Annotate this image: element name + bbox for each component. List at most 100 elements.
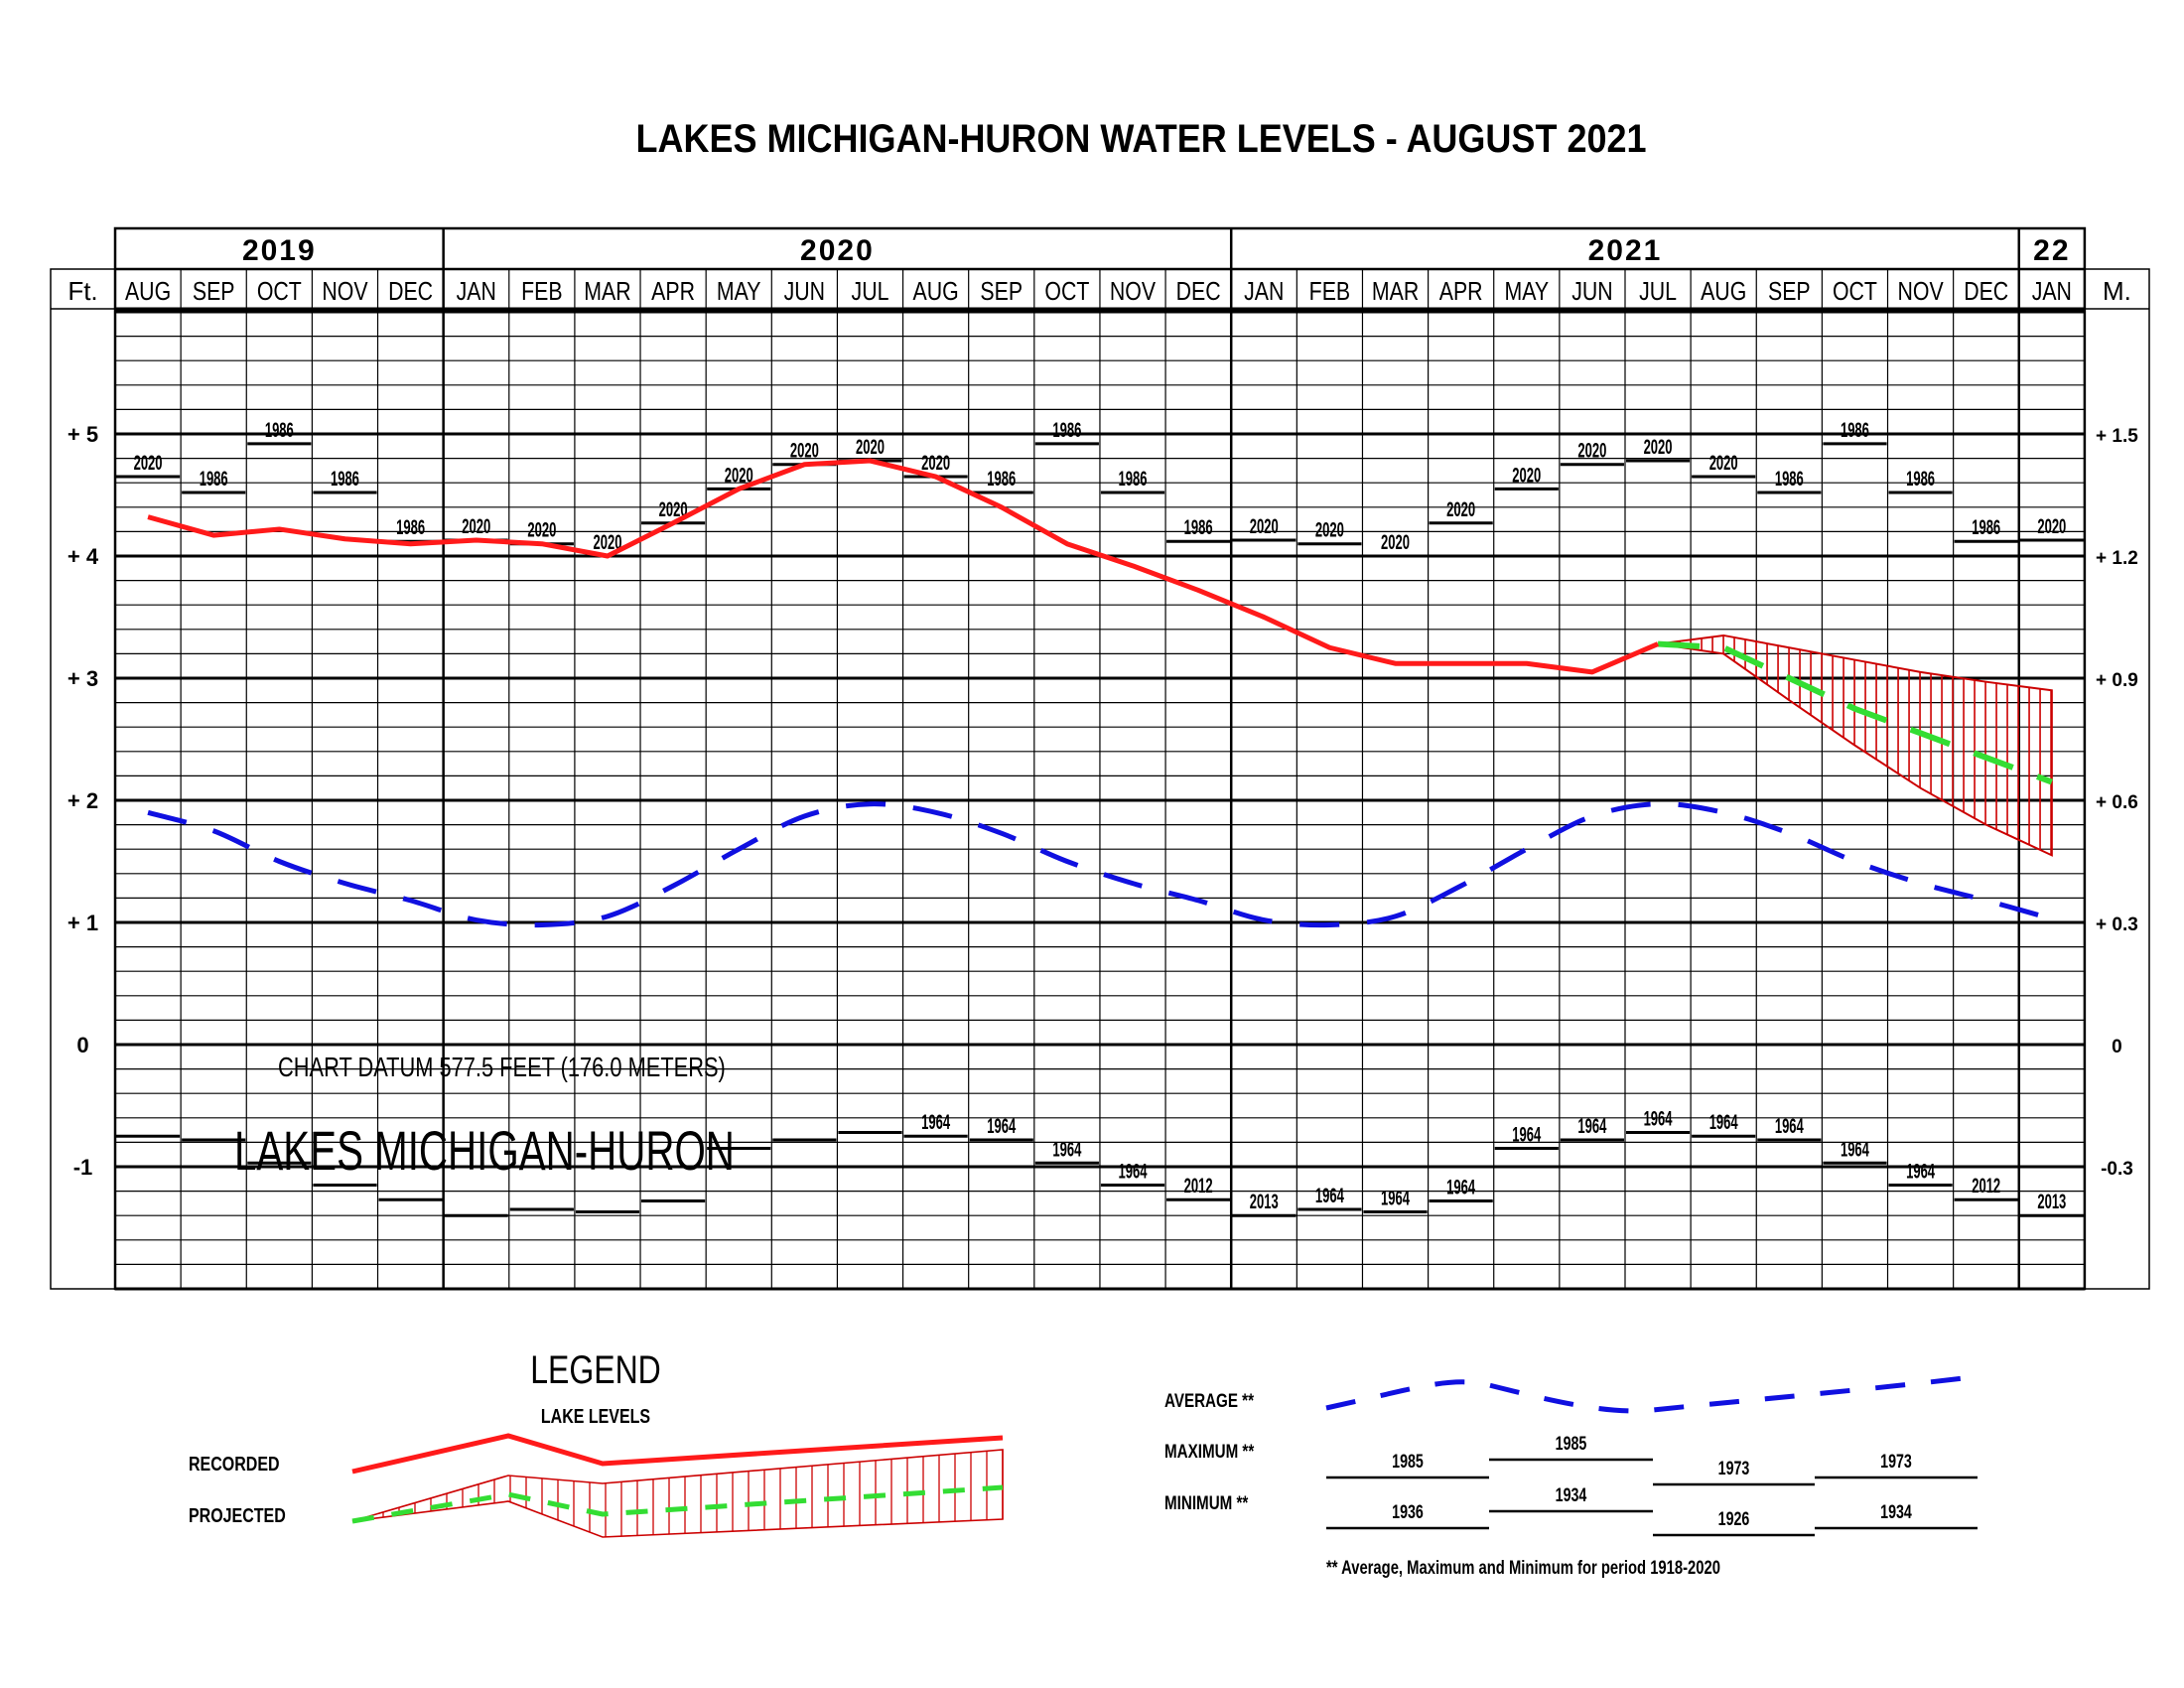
chart-title: LAKES MICHIGAN-HURON WATER LEVELS - AUGU…: [109, 117, 2075, 162]
year-label: 2020: [800, 234, 875, 267]
legend-min-year: 1936: [1392, 1501, 1424, 1522]
left-axis-tick: + 2: [68, 788, 98, 813]
legend-min-year: 1934: [1880, 1501, 1912, 1522]
max-record-year-label: 1986: [1906, 467, 1935, 491]
month-label: MAY: [1504, 277, 1549, 307]
recorded-line: [147, 458, 1660, 675]
legend-max-year: 1973: [1718, 1458, 1750, 1478]
max-record-year-label: 2020: [1577, 439, 1606, 463]
legend-max-year: 1985: [1556, 1433, 1587, 1454]
month-label: AUG: [1701, 277, 1746, 307]
legend-maximum-label: MAXIMUM **: [1164, 1440, 1255, 1462]
max-record-year-label: 2020: [462, 514, 490, 538]
legend-min-year: 1934: [1556, 1484, 1587, 1505]
year-label: 2021: [1588, 234, 1663, 267]
month-label: JAN: [1244, 277, 1284, 307]
month-label: JUN: [784, 277, 825, 307]
min-record-year-label: 1964: [1315, 1184, 1344, 1207]
max-record-year-label: 2020: [1709, 451, 1738, 475]
max-record-year-label: 2020: [134, 451, 163, 475]
max-record-year-label: 2020: [1250, 514, 1279, 538]
min-record-year-label: 1964: [1841, 1137, 1869, 1161]
right-axis-tick: + 1.2: [2096, 548, 2138, 569]
max-record-year-label: 1986: [1972, 515, 2000, 539]
min-record-year-label: 1964: [1512, 1122, 1541, 1146]
max-record-year-label: 2020: [1446, 497, 1475, 521]
min-record-year-label: 1964: [1709, 1110, 1738, 1134]
month-label: JAN: [2032, 277, 2072, 307]
max-record-year-label: 1986: [200, 467, 228, 491]
month-label: JUL: [852, 277, 889, 307]
min-record-year-label: 1964: [921, 1110, 950, 1134]
month-label: APR: [651, 277, 695, 307]
month-label: JAN: [457, 277, 496, 307]
month-label: AUG: [125, 277, 171, 307]
legend-projected-line: [351, 1484, 1004, 1524]
legend-min-year: 1926: [1718, 1508, 1750, 1529]
legend-title: LEGEND: [530, 1347, 661, 1392]
legend-average-label: AVERAGE **: [1164, 1389, 1254, 1411]
max-record-year-label: 2020: [1315, 517, 1344, 541]
min-record-year-label: 2013: [2037, 1190, 2066, 1213]
left-axis-tick: + 5: [68, 422, 98, 447]
month-label: SEP: [193, 277, 235, 307]
month-label: FEB: [1309, 277, 1350, 307]
min-record-year-label: 2012: [1972, 1174, 2000, 1197]
max-record-year-label: 1986: [265, 418, 294, 442]
month-label: FEB: [521, 277, 562, 307]
average-line: [147, 801, 2053, 928]
max-record-year-label: 1986: [396, 515, 425, 539]
max-record-year-label: 1986: [1775, 467, 1804, 491]
month-label: JUN: [1571, 277, 1612, 307]
lake-name-label: LAKES MICHIGAN-HURON: [234, 1121, 735, 1183]
projected-line: [1657, 640, 2053, 785]
legend-max-year: 1973: [1880, 1451, 1912, 1472]
month-label: OCT: [1833, 277, 1877, 307]
max-record-year-label: 2020: [1381, 530, 1410, 554]
max-record-year-label: 1986: [987, 467, 1016, 491]
legend-footnote: ** Average, Maximum and Minimum for peri…: [1326, 1557, 1720, 1578]
min-record-year-label: 1964: [1577, 1114, 1606, 1138]
legend-minimum-label: MINIMUM **: [1164, 1491, 1249, 1513]
year-label: 22: [2033, 234, 2070, 267]
chart-grid: [50, 226, 2150, 1291]
chart-datum-label: CHART DATUM 577.5 FEET (176.0 METERS): [278, 1052, 726, 1082]
min-record-year-label: 1964: [1906, 1159, 1935, 1183]
month-label: DEC: [388, 277, 433, 307]
left-axis-tick: 0: [76, 1033, 88, 1057]
month-label: MAR: [584, 277, 630, 307]
max-record-year-label: 2020: [856, 435, 885, 459]
legend-average-line: [1325, 1373, 1981, 1414]
min-record-year-label: 1964: [1446, 1175, 1475, 1198]
month-label: NOV: [1897, 277, 1943, 307]
month-label: OCT: [1044, 277, 1089, 307]
max-record-year-label: 2020: [1512, 463, 1541, 487]
legend-max-year: 1985: [1392, 1451, 1424, 1472]
right-axis-tick: + 0.3: [2096, 914, 2138, 935]
min-record-year-label: 1964: [1052, 1137, 1081, 1161]
left-axis-tick: -1: [73, 1155, 93, 1180]
min-record-year-label: 1964: [1119, 1159, 1148, 1183]
max-record-year-label: 2020: [790, 439, 819, 463]
month-label: MAR: [1372, 277, 1419, 307]
left-axis-tick: + 4: [68, 544, 99, 569]
legend-subtitle: LAKE LEVELS: [541, 1405, 650, 1427]
legend-projected-label: PROJECTED: [189, 1504, 286, 1526]
right-axis-tick: + 0.6: [2096, 792, 2138, 813]
right-axis-tick: + 0.9: [2096, 670, 2138, 691]
month-label: MAY: [717, 277, 761, 307]
month-label: NOV: [1110, 277, 1156, 307]
max-record-year-label: 2020: [921, 451, 950, 475]
max-record-year-label: 2020: [1644, 435, 1673, 459]
min-record-year-label: 1964: [1644, 1106, 1673, 1130]
ft-unit-label: Ft.: [68, 276, 97, 306]
min-record-year-label: 1964: [987, 1114, 1016, 1138]
month-label: SEP: [1768, 277, 1811, 307]
max-record-year-label: 1986: [331, 467, 359, 491]
min-record-year-label: 1964: [1775, 1114, 1804, 1138]
year-label: 2019: [242, 234, 317, 267]
max-record-year-label: 1986: [1119, 467, 1148, 491]
m-unit-label: M.: [2103, 276, 2131, 306]
min-record-year-label: 2012: [1184, 1174, 1213, 1197]
